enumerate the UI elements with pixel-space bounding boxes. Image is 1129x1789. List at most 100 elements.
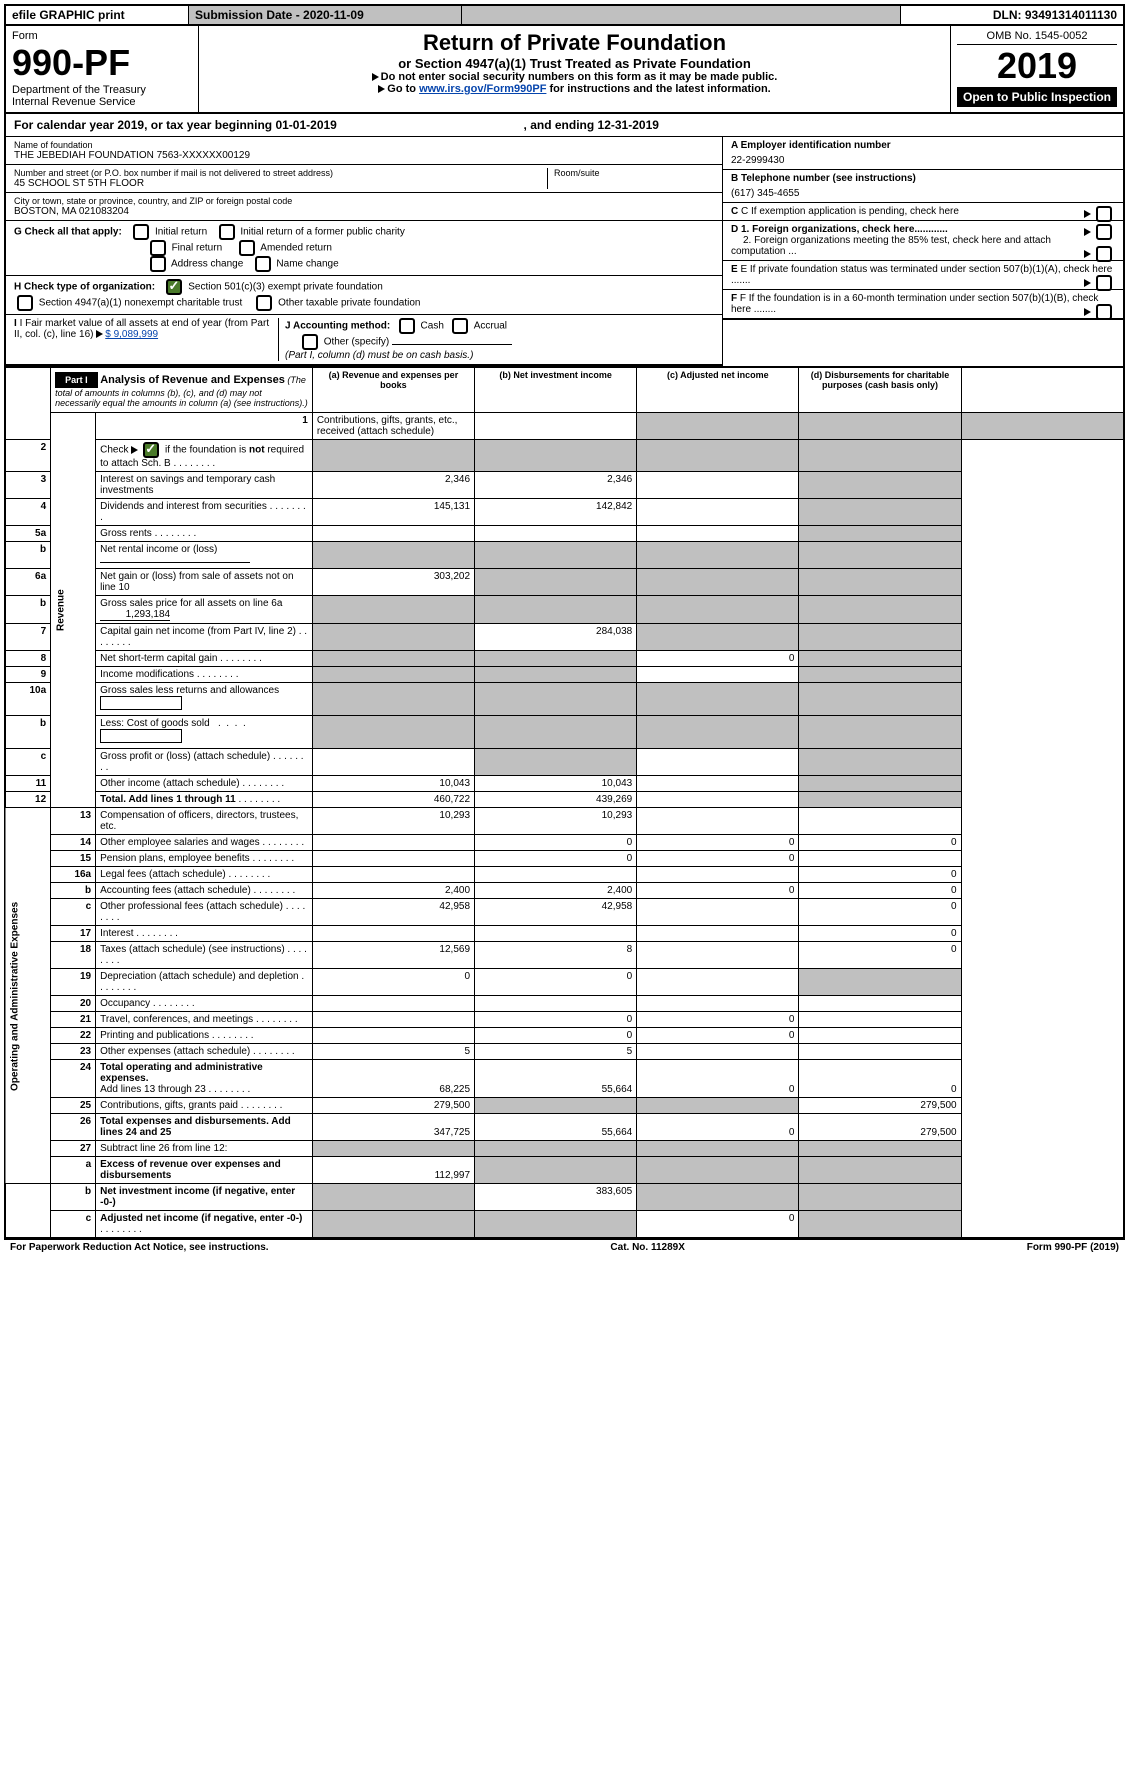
table-row: cOther professional fees (attach schedul… (5, 899, 1124, 926)
col-b-header: (b) Net investment income (475, 367, 637, 413)
cat-no: Cat. No. 11289X (610, 1242, 684, 1253)
part1-title: Analysis of Revenue and Expenses (100, 374, 285, 386)
table-row: 7Capital gain net income (from Part IV, … (5, 624, 1124, 651)
table-row: bNet rental income or (loss) (5, 542, 1124, 569)
city-zip: BOSTON, MA 021083204 (14, 206, 714, 217)
arrow-icon (1084, 279, 1091, 287)
dept: Department of the Treasury (12, 84, 146, 96)
checkbox-addr-change[interactable] (150, 256, 166, 272)
checkbox-amended[interactable] (239, 240, 255, 256)
checkbox-sch-b[interactable] (143, 442, 159, 458)
checkbox-final-return[interactable] (150, 240, 166, 256)
table-row: 18Taxes (attach schedule) (see instructi… (5, 942, 1124, 969)
arrow-icon (378, 85, 385, 93)
table-row: 23Other expenses (attach schedule) . . .… (5, 1044, 1124, 1060)
room-label: Room/suite (554, 168, 714, 178)
checkbox-name-change[interactable] (255, 256, 271, 272)
table-row: bNet investment income (if negative, ent… (5, 1184, 1124, 1211)
h-label: H Check type of organization: (14, 282, 155, 293)
header: Form 990-PF Department of the Treasury I… (4, 26, 1125, 114)
checkbox-other-taxable[interactable] (256, 295, 272, 311)
col-a-header: (a) Revenue and expenses per books (312, 367, 474, 413)
checkbox-f[interactable] (1096, 304, 1112, 320)
irs-link[interactable]: www.irs.gov/Form990PF (419, 83, 546, 95)
fmv-value: $ 9,089,999 (105, 329, 158, 340)
checkbox-cash[interactable] (399, 318, 415, 334)
table-row: 24Total operating and administrative exp… (5, 1060, 1124, 1098)
table-row: 27Subtract line 26 from line 12: (5, 1141, 1124, 1157)
dln: DLN: 93491314011130 (901, 5, 1125, 25)
open-inspection: Open to Public Inspection (957, 87, 1117, 107)
checkbox-501c3[interactable] (166, 279, 182, 295)
ein-label: A Employer identification number (731, 140, 1115, 151)
arrow-icon (96, 330, 103, 338)
dne-line: Do not enter social security numbers on … (381, 71, 778, 83)
calendar-year-row: For calendar year 2019, or tax year begi… (4, 114, 1125, 137)
checkbox-4947[interactable] (17, 295, 33, 311)
gross-sales-6a: 1,293,184 (100, 609, 170, 621)
section-ij: I I Fair market value of all assets at e… (6, 315, 722, 366)
section-g: G Check all that apply: Initial return I… (6, 221, 722, 276)
goto-pre: Go to (387, 83, 419, 95)
checkbox-d2[interactable] (1096, 246, 1112, 262)
section-h: H Check type of organization: Section 50… (6, 276, 722, 315)
submission-date: Submission Date - 2020-11-09 (189, 5, 462, 25)
g-label: G Check all that apply: (14, 227, 122, 238)
revenue-side-label: Revenue (51, 413, 96, 808)
ein-value: 22-2999430 (731, 151, 1115, 166)
city-label: City or town, state or province, country… (14, 196, 714, 206)
table-row: 4Dividends and interest from securities … (5, 499, 1124, 526)
phone-label: B Telephone number (see instructions) (731, 173, 1115, 184)
table-row: 22Printing and publications . . . . . . … (5, 1028, 1124, 1044)
table-row: 14Other employee salaries and wages . . … (5, 835, 1124, 851)
arrow-icon (1084, 250, 1091, 258)
foundation-name: THE JEBEDIAH FOUNDATION 7563-XXXXXX00129 (14, 150, 714, 161)
table-row: 15Pension plans, employee benefits . . .… (5, 851, 1124, 867)
form-number: 990-PF (12, 42, 130, 83)
table-row: 3Interest on savings and temporary cash … (5, 472, 1124, 499)
table-row: 20Occupancy . . . . . . . . (5, 996, 1124, 1012)
checkbox-c[interactable] (1096, 206, 1112, 222)
title-block: Return of Private Foundation or Section … (199, 26, 950, 112)
arrow-icon (1084, 228, 1091, 236)
table-row: 17Interest . . . . . . . .0 (5, 926, 1124, 942)
table-row: 11Other income (attach schedule) . . . .… (5, 776, 1124, 792)
form-id-block: Form 990-PF Department of the Treasury I… (6, 26, 199, 112)
checkbox-d1[interactable] (1096, 224, 1112, 240)
j-note: (Part I, column (d) must be on cash basi… (285, 350, 473, 361)
efile-label: efile GRAPHIC print (5, 5, 189, 25)
form-container: efile GRAPHIC print Submission Date - 20… (4, 4, 1125, 1255)
table-row: 12Total. Add lines 1 through 11 . . . . … (5, 792, 1124, 808)
form-subtitle: or Section 4947(a)(1) Trust Treated as P… (205, 56, 944, 71)
checkbox-accrual[interactable] (452, 318, 468, 334)
checkbox-initial-former[interactable] (219, 224, 235, 240)
end-date: 12-31-2019 (598, 118, 659, 132)
footer: For Paperwork Reduction Act Notice, see … (4, 1239, 1125, 1255)
table-row: 2Check if the foundation is not required… (5, 440, 1124, 472)
begin-date: 01-01-2019 (275, 118, 336, 132)
part1-table: Part I Analysis of Revenue and Expenses … (4, 366, 1125, 1239)
year-block: OMB No. 1545-0052 2019 Open to Public In… (950, 26, 1123, 112)
table-row: 26Total expenses and disbursements. Add … (5, 1114, 1124, 1141)
topbar: efile GRAPHIC print Submission Date - 20… (4, 4, 1125, 26)
table-row: bGross sales price for all assets on lin… (5, 596, 1124, 624)
j-label: J Accounting method: (285, 321, 390, 332)
form-title: Return of Private Foundation (205, 30, 944, 56)
arrow-icon (372, 73, 379, 81)
table-row: 19Depreciation (attach schedule) and dep… (5, 969, 1124, 996)
table-row: 9Income modifications . . . . . . . . (5, 667, 1124, 683)
col-d-header: (d) Disbursements for charitable purpose… (799, 367, 961, 413)
arrow-icon (1084, 210, 1091, 218)
checkbox-initial-return[interactable] (133, 224, 149, 240)
irs: Internal Revenue Service (12, 96, 136, 108)
form-word: Form (12, 30, 38, 42)
table-row: 16aLegal fees (attach schedule) . . . . … (5, 867, 1124, 883)
table-row: 10aGross sales less returns and allowanc… (5, 683, 1124, 716)
paperwork-notice: For Paperwork Reduction Act Notice, see … (10, 1242, 269, 1253)
checkbox-other[interactable] (302, 334, 318, 350)
checkbox-e[interactable] (1096, 275, 1112, 291)
tax-year: 2019 (957, 45, 1117, 87)
arrow-icon (131, 446, 138, 454)
name-label: Name of foundation (14, 140, 714, 150)
table-row: cAdjusted net income (if negative, enter… (5, 1211, 1124, 1239)
